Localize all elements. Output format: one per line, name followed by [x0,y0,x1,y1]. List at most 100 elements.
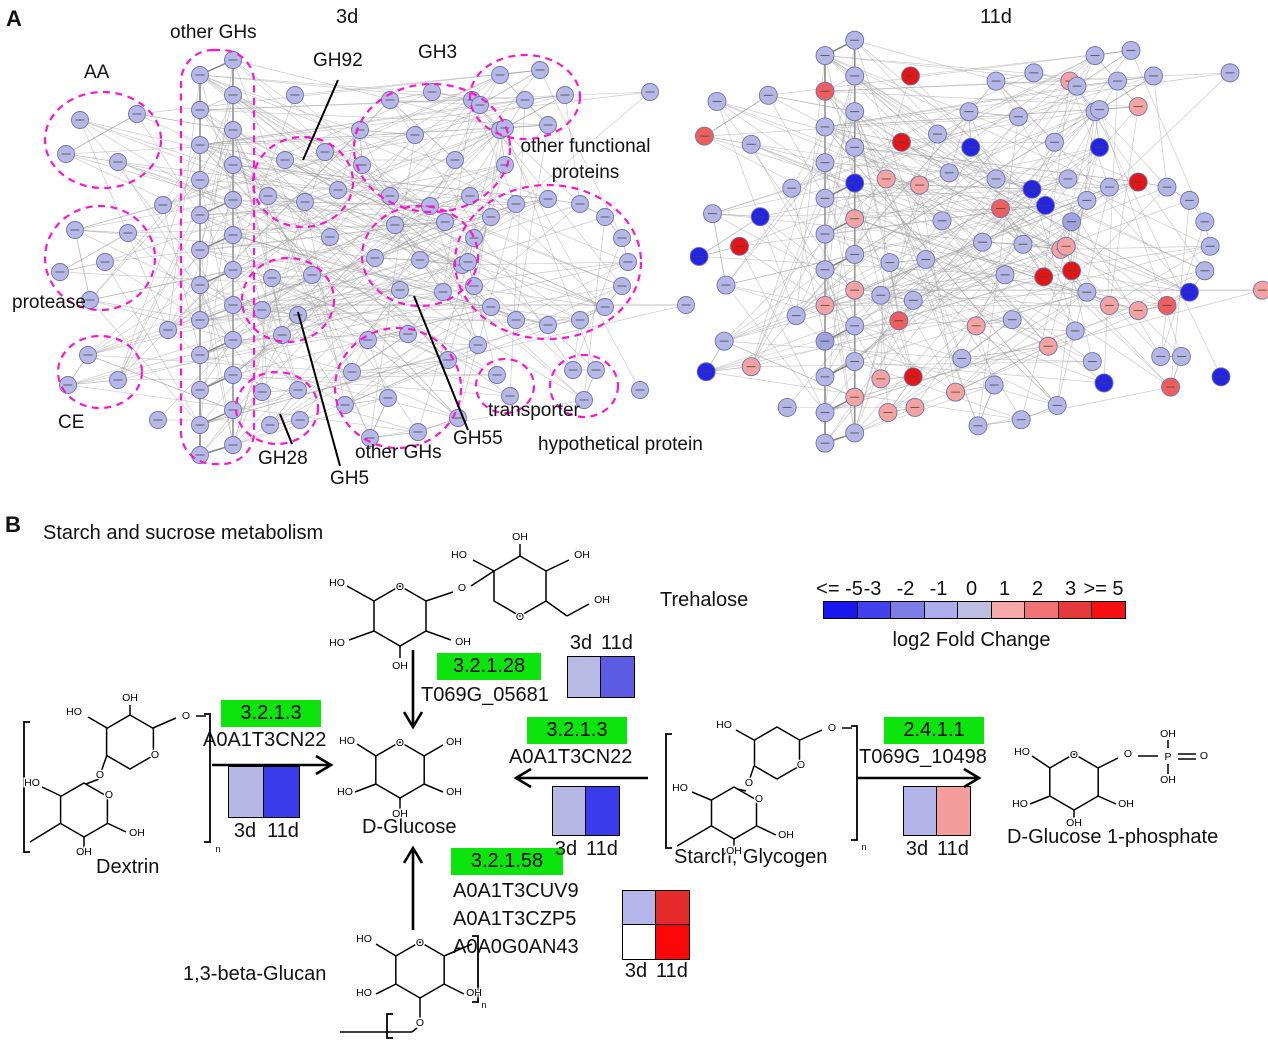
legend-colorbar [823,601,1126,619]
col-label-3d: 3d [624,960,648,982]
svg-text:OH: OH [392,660,408,672]
cluster-outline [453,183,643,341]
cluster-label-transporter: transporter [488,400,580,421]
heatmap-cell [622,890,657,926]
legend-tick: >= 5 [1083,578,1124,600]
legend-tick: -1 [929,578,948,600]
col-label-3d: 3d [233,820,257,842]
cluster-outline [333,326,463,450]
network-11d [690,30,1268,453]
ec-box-2-4-1-1: 2.4.1.1 [884,717,984,744]
svg-text:HO: HO [329,577,345,589]
col-label-11d: 11d [267,820,299,842]
svg-text:HO: HO [24,777,40,789]
svg-text:HO: HO [66,706,82,718]
network-3d-title: 3d [336,6,359,28]
cluster-label-gh5: GH5 [330,468,370,489]
legend-tick: -3 [863,578,882,600]
protein-id-list-3-2-1-58: A0A1T3CUV9 A0A1T3CZP5 A0A0G0AN43 [453,877,579,961]
cluster-label-hypothetical-protein: hypothetical protein [538,434,703,455]
svg-text:O: O [828,722,836,734]
svg-text:OH: OH [726,845,742,857]
svg-text:OH: OH [392,808,408,820]
legend-cell [890,601,925,619]
network-nodes [690,30,1268,453]
cluster-outlines [43,48,643,466]
panel-a-letter: A [6,6,22,31]
svg-text:HO: HO [1012,798,1028,810]
cluster-label-aa: AA [84,62,110,83]
svg-text:OH: OH [778,829,794,841]
cluster-label-gh3: GH3 [418,42,458,63]
svg-text:OH: OH [1066,817,1082,829]
svg-text:HO: HO [716,719,732,731]
pathway-title: Starch and sucrose metabolism [43,522,324,544]
svg-text:O: O [105,789,113,801]
cluster-label-other-ghs-bottom: other GHs [355,442,442,463]
svg-text:O: O [182,710,190,722]
svg-text:HO: HO [672,782,688,794]
cluster-outline [360,204,480,308]
protein-id-t069g-05681: T069G_05681 [421,684,549,706]
heatmap-cell [903,786,938,836]
cluster-label-protease: protease [12,292,86,313]
arrow-glucan-to-glucose [402,845,424,930]
cluster-outline [548,353,620,419]
panel-b-letter: B [5,512,21,537]
svg-text:HO: HO [356,933,372,945]
cluster-label-ce: CE [58,412,85,433]
protein-id-t069g-10498: T069G_10498 [859,746,987,768]
col-label-3d: 3d [554,838,578,860]
heatmap-cell [622,924,657,961]
legend-tick: 1 [998,578,1011,600]
legend-tick-labels: <= -5 -3 -2 -1 0 1 2 3 >= 5 [816,578,1124,601]
svg-text:n: n [481,1000,486,1010]
legend-tick: 3 [1064,578,1077,600]
legend-tick: 0 [965,578,978,600]
svg-text:OH: OH [594,594,610,606]
network-11d-title: 11d [980,6,1012,28]
svg-text:O: O [1070,749,1078,761]
legend-cell [856,601,892,619]
svg-text:P: P [1164,751,1171,763]
arrow-starch-to-g1p [856,767,982,789]
cluster-label-gh28: GH28 [258,448,308,469]
svg-text:O: O [416,1017,424,1029]
heatmap-cell [228,766,265,818]
compound-label-starch-glycogen: Starch; Glycogen [674,846,828,868]
heatmap-cell [655,924,691,961]
col-label-11d: 11d [601,632,633,654]
cluster-outline [43,204,157,312]
svg-text:O: O [96,769,104,781]
svg-text:n: n [861,842,866,852]
heatmap-columns-trehalose: 3d 11d [563,632,635,655]
svg-text:O: O [516,611,524,623]
svg-text:O: O [745,777,753,789]
protein-id-a0a1t3czp5: A0A1T3CZP5 [453,908,577,930]
heatmap-cell [600,656,636,698]
legend-cell [990,601,1026,619]
heatmap-starch-reaction [552,786,621,836]
compound-label-d-glucose-1-phosphate: D-Glucose 1-phosphate [1007,826,1219,848]
svg-text:OH: OH [1160,728,1176,740]
legend-cell [1024,601,1059,619]
compound-label-trehalose: Trehalose [660,589,749,611]
svg-text:OH: OH [1118,798,1134,810]
svg-text:O: O [1200,750,1208,762]
heatmap-cell [552,786,587,836]
heatmap-glucan-reaction [622,890,691,961]
col-label-11d: 11d [656,960,688,982]
cluster-label-other-functional-proteins: other functional proteins [520,136,651,183]
svg-text:HO: HO [356,987,372,999]
arrow-starch-to-glucose [513,767,648,789]
svg-text:HO: HO [339,735,355,747]
heatmap-columns-glucan: 3d 11d [618,960,690,983]
svg-text:HO: HO [1014,746,1030,758]
legend-cell [957,601,992,619]
cluster-label-gh92: GH92 [313,50,363,71]
svg-text:n: n [215,844,220,854]
